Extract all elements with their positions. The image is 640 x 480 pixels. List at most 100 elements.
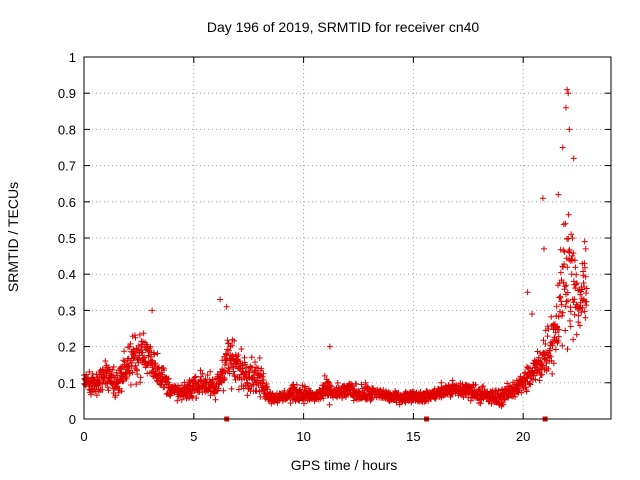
- y-tick-label: 0.2: [58, 340, 76, 355]
- data-point: [573, 331, 580, 338]
- data-point: [221, 376, 228, 383]
- data-point: [327, 382, 334, 389]
- data-point: [565, 211, 572, 218]
- data-point: [151, 351, 158, 358]
- data-point: [301, 400, 307, 407]
- data-point: [583, 290, 589, 297]
- y-tick-label: 0: [69, 412, 76, 427]
- data-point: [231, 373, 238, 380]
- data-point: [564, 264, 571, 271]
- data-point: [579, 304, 586, 311]
- data-point: [220, 367, 227, 374]
- data-point: [137, 379, 144, 386]
- y-tick-label: 0.6: [58, 195, 76, 210]
- data-point: [174, 397, 181, 404]
- data-point: [555, 333, 562, 340]
- data-point: [512, 393, 519, 400]
- data-point: [569, 235, 576, 242]
- data-point: [225, 365, 232, 371]
- data-point: [556, 326, 563, 333]
- data-point: [557, 269, 564, 276]
- y-tick-label: 1: [69, 50, 76, 65]
- data-point: [212, 396, 219, 403]
- plot-frame: [83, 56, 612, 420]
- data-point: [358, 381, 365, 388]
- data-point: [120, 357, 127, 364]
- data-point: [325, 378, 331, 385]
- data-point: [320, 395, 327, 402]
- data-point: [575, 312, 582, 319]
- data-point: [526, 380, 533, 387]
- data-point: [197, 367, 204, 374]
- data-point: [126, 343, 133, 350]
- data-point: [550, 360, 557, 367]
- data-point: [542, 327, 549, 334]
- data-point: [152, 360, 159, 367]
- data-point: [99, 386, 106, 393]
- data-point: [583, 285, 590, 292]
- data-point: [121, 348, 128, 355]
- data-point: [207, 368, 214, 375]
- data-point: [581, 238, 588, 245]
- data-point: [249, 364, 256, 371]
- data-point: [199, 370, 206, 377]
- data-point: [350, 397, 357, 404]
- data-point: [369, 394, 376, 401]
- data-point: [574, 280, 580, 287]
- data-point: [362, 379, 369, 386]
- data-point: [563, 104, 569, 111]
- data-point: [326, 343, 333, 350]
- ticks: [83, 56, 611, 420]
- data-point: [251, 368, 258, 375]
- data-point: [132, 334, 139, 341]
- data-point: [226, 370, 233, 377]
- data-point: [523, 388, 530, 395]
- data-point: [549, 370, 556, 377]
- data-point: [228, 385, 235, 392]
- y-tick-label: 0.5: [58, 231, 76, 246]
- data-point: [576, 322, 583, 329]
- data-point: [568, 231, 575, 238]
- data-point: [564, 346, 571, 353]
- data-point: [551, 322, 558, 329]
- data-point: [134, 371, 141, 378]
- data-point: [229, 342, 236, 349]
- data-point: [573, 271, 580, 278]
- data-point: [577, 291, 584, 298]
- data-point: [563, 282, 570, 289]
- data-point: [231, 337, 238, 344]
- data-point: [132, 362, 139, 369]
- data-point: [296, 397, 303, 404]
- data-point: [193, 395, 200, 401]
- x-tick-label: 10: [296, 429, 310, 444]
- data-point: [141, 358, 148, 365]
- data-point: [548, 313, 555, 320]
- data-point: [139, 349, 146, 356]
- data-point: [207, 392, 214, 399]
- data-point: [287, 400, 294, 407]
- data-point: [161, 367, 168, 374]
- data-point: [581, 308, 588, 315]
- data-point: [112, 392, 119, 399]
- data-point: [500, 401, 507, 408]
- data-point: [527, 381, 534, 388]
- data-point: [523, 364, 530, 370]
- data-point: [538, 365, 545, 372]
- data-point: [539, 195, 546, 202]
- data-point: [129, 369, 136, 376]
- data-point: [129, 359, 135, 366]
- data-point: [137, 374, 144, 381]
- data-point: [567, 323, 574, 330]
- data-point: [570, 336, 577, 343]
- data-point: [569, 252, 576, 259]
- data-point: [259, 373, 266, 380]
- data-point: [242, 361, 249, 368]
- data-point: [563, 298, 570, 305]
- data-point: [562, 327, 569, 334]
- data-point: [532, 376, 539, 383]
- data-point: [133, 381, 140, 388]
- data-point: [334, 380, 341, 386]
- data-point: [159, 371, 166, 378]
- data-point: [321, 372, 328, 379]
